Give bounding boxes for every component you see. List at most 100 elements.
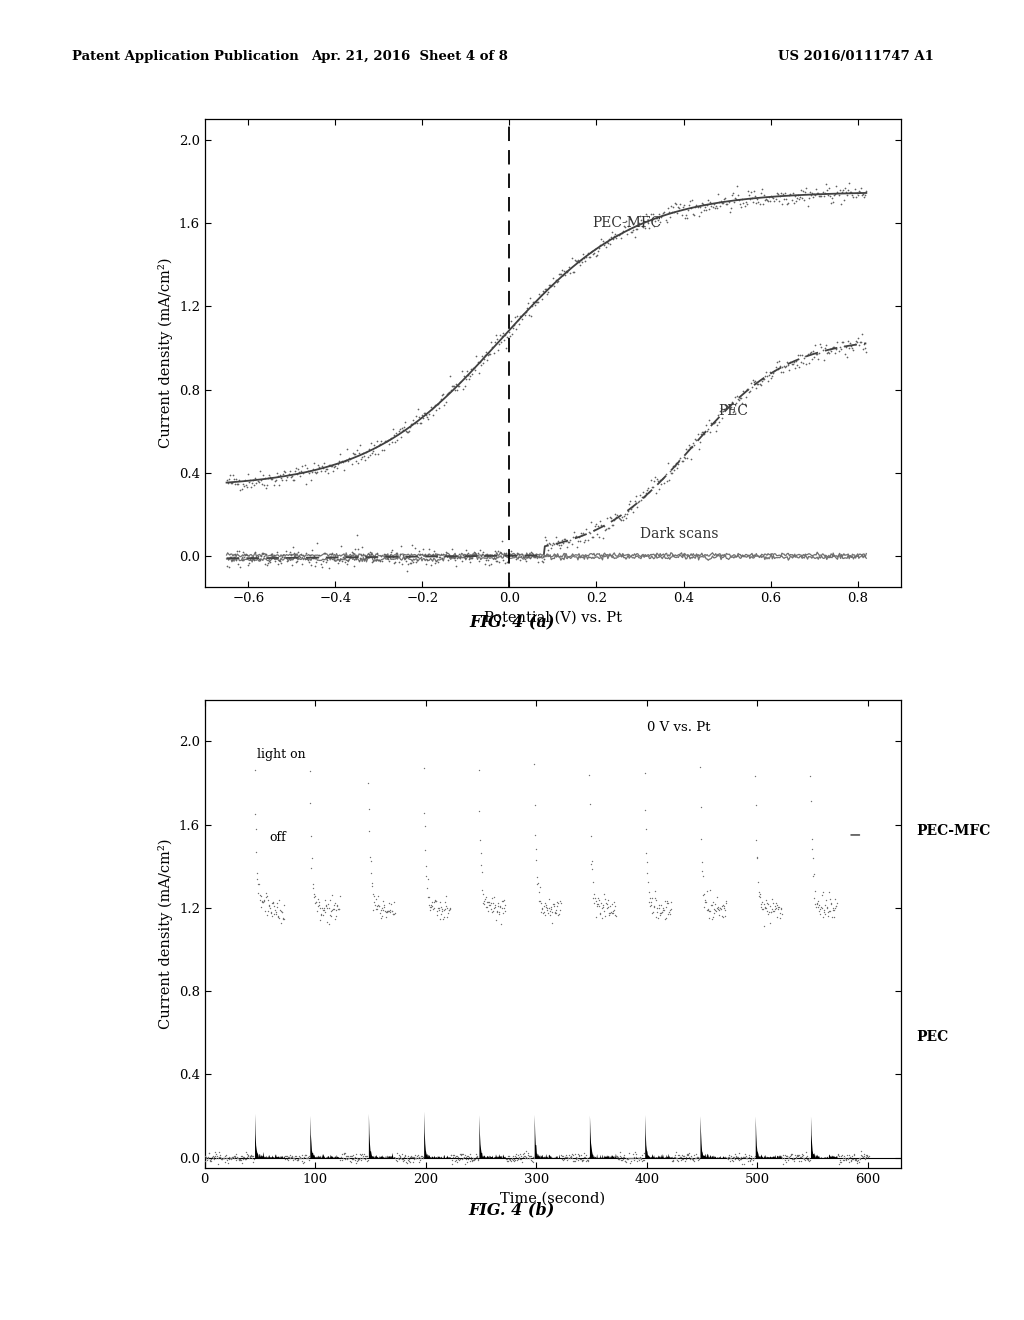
- Point: [372, 895, 388, 916]
- Point: [642, 896, 658, 917]
- Point: [500, 552, 516, 573]
- Point: [488, 550, 505, 572]
- Point: [538, 529, 554, 550]
- Point: [480, 549, 497, 570]
- Point: [347, 450, 364, 471]
- Point: [585, 243, 601, 264]
- Point: [672, 1147, 688, 1168]
- Point: [765, 362, 781, 383]
- Point: [394, 1148, 411, 1170]
- Point: [339, 1148, 355, 1170]
- Point: [261, 895, 278, 916]
- Point: [740, 381, 757, 403]
- Point: [634, 215, 650, 236]
- Point: [627, 226, 643, 247]
- Point: [297, 1144, 313, 1166]
- Point: [652, 903, 669, 924]
- Point: [272, 912, 289, 933]
- Point: [240, 463, 256, 484]
- Point: [292, 1147, 308, 1168]
- Point: [582, 247, 598, 268]
- Point: [409, 1147, 425, 1168]
- Point: [734, 1154, 751, 1175]
- Point: [665, 197, 681, 218]
- Point: [464, 1151, 480, 1172]
- Point: [650, 907, 667, 928]
- Point: [543, 276, 559, 297]
- Point: [771, 908, 787, 929]
- Point: [229, 474, 246, 495]
- Point: [440, 544, 457, 565]
- Point: [803, 342, 819, 363]
- Point: [306, 886, 323, 907]
- Point: [433, 903, 450, 924]
- Point: [724, 183, 740, 205]
- Point: [206, 1147, 222, 1168]
- Point: [302, 544, 318, 565]
- Point: [388, 1151, 404, 1172]
- Point: [411, 407, 427, 428]
- Point: [760, 894, 776, 915]
- Point: [802, 1150, 818, 1171]
- Point: [240, 554, 256, 576]
- Point: [371, 549, 387, 570]
- Point: [493, 331, 509, 352]
- Point: [451, 1150, 467, 1171]
- Point: [674, 1148, 690, 1170]
- Point: [681, 434, 697, 455]
- Point: [663, 899, 679, 920]
- Point: [431, 898, 447, 919]
- Point: [390, 550, 407, 572]
- Point: [655, 899, 672, 920]
- Point: [431, 397, 447, 418]
- Point: [786, 185, 803, 206]
- Point: [340, 549, 356, 570]
- Point: [317, 895, 334, 916]
- Point: [620, 1148, 636, 1170]
- Point: [475, 892, 492, 913]
- Text: light on: light on: [257, 748, 305, 760]
- Point: [253, 469, 269, 490]
- Point: [742, 372, 759, 393]
- Point: [524, 296, 541, 317]
- Point: [821, 882, 838, 903]
- Point: [694, 193, 711, 214]
- Point: [718, 891, 734, 912]
- Point: [395, 1146, 412, 1167]
- Point: [249, 471, 265, 492]
- Point: [271, 465, 288, 486]
- Point: [391, 418, 408, 440]
- Point: [456, 546, 472, 568]
- Point: [492, 896, 508, 917]
- Point: [310, 888, 327, 909]
- Point: [784, 182, 801, 203]
- Point: [638, 818, 654, 840]
- Point: [263, 469, 280, 490]
- Point: [376, 896, 392, 917]
- Point: [286, 1147, 302, 1168]
- Point: [584, 240, 600, 261]
- Point: [710, 898, 726, 919]
- Point: [327, 908, 343, 929]
- Point: [764, 898, 780, 919]
- Point: [360, 799, 377, 820]
- Point: [340, 450, 356, 471]
- Point: [684, 190, 700, 211]
- Point: [769, 183, 785, 205]
- Point: [620, 500, 636, 521]
- Point: [455, 1143, 471, 1164]
- Point: [600, 517, 616, 539]
- Point: [222, 473, 239, 494]
- Point: [451, 546, 467, 568]
- Point: [859, 1146, 876, 1167]
- Point: [542, 533, 558, 554]
- Point: [607, 503, 624, 524]
- Point: [335, 1143, 351, 1164]
- Point: [251, 884, 267, 906]
- Point: [242, 1146, 258, 1167]
- Point: [741, 189, 758, 210]
- Point: [834, 1151, 850, 1172]
- Point: [400, 1148, 417, 1170]
- Point: [331, 898, 347, 919]
- Point: [694, 421, 711, 442]
